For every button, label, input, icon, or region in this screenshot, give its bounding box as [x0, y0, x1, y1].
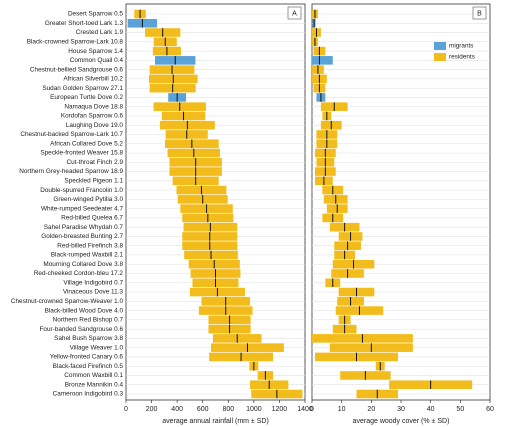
plot-area — [126, 9, 305, 399]
y-tick-label: Northern Grey-headed Sparrow 18.9 — [19, 168, 123, 175]
y-tick-label: Common Waxbill 0.1 — [64, 372, 123, 379]
legend-label: residents — [449, 54, 475, 61]
x-tick-label: 30 — [397, 406, 405, 413]
x-tick-label: 200 — [146, 406, 158, 413]
legend-label: migrants — [449, 43, 474, 50]
y-tick-label: Mourning Collared Dove 3.8 — [43, 261, 123, 268]
y-tick-label: African Silverbill 10.2 — [63, 76, 123, 83]
x-tick-label: 40 — [427, 406, 435, 413]
y-tick-label: Green-winged Pytilia 3.0 — [53, 196, 123, 203]
sd-bar — [312, 56, 333, 65]
plot-frame — [125, 3, 306, 401]
panel-label: B — [477, 10, 482, 17]
y-tick-label: Black-faced Firefinch 0.5 — [53, 363, 124, 370]
y-tick-label: Golden-breasted Bunting 2.7 — [41, 233, 123, 240]
y-tick-label: Black-crowned Sparrow-Lark 10.8 — [27, 38, 124, 45]
y-tick-label: Chestnut-bellied Sandgrouse 0.6 — [30, 66, 124, 73]
y-tick-label: Four-banded Sandgrouse 0.6 — [40, 326, 124, 333]
y-tick-label: Bronze Mannikin 0.4 — [65, 381, 124, 388]
y-tick-label: Greater Short-toed Lark 1.3 — [45, 20, 124, 27]
x-tick-label: 400 — [171, 406, 183, 413]
y-tick-label: House Sparrow 1.4 — [68, 48, 123, 55]
y-tick-label: Vinaceous Dove 11.3 — [63, 289, 124, 296]
y-tick-label: Sudan Golden Sparrow 27.1 — [42, 85, 123, 92]
y-tick-label: Desert Sparrow 0.5 — [68, 11, 123, 18]
y-tick-label: Double-spurred Francolin 1.0 — [40, 187, 123, 194]
x-tick-label: 0 — [124, 406, 128, 413]
y-tick-label: Laughing Dove 19.0 — [66, 122, 124, 129]
y-tick-label: Crested Lark 1.9 — [76, 29, 124, 36]
panel-label-box — [472, 6, 487, 20]
y-tick-label: Sahel Paradise Whydah 0.7 — [44, 224, 124, 231]
y-tick-label: Speckled Pigeon 1.1 — [64, 178, 123, 185]
x-tick-label: 20 — [367, 406, 375, 413]
x-tick-label: 60 — [486, 406, 494, 413]
x-axis-label: average woody cover (% ± SD) — [353, 418, 450, 425]
x-tick-label: 600 — [197, 406, 209, 413]
x-tick-label: 1200 — [272, 406, 288, 413]
x-tick-label: 10 — [338, 406, 346, 413]
y-tick-label: Cameroon Indigobird 0.3 — [53, 391, 124, 398]
y-tick-label: Village Weaver 1.0 — [70, 344, 124, 351]
y-tick-label: Cut-throat Finch 2.9 — [67, 159, 124, 166]
x-tick-label: 50 — [456, 406, 464, 413]
legend-swatch — [434, 53, 446, 61]
y-tick-label: Namaqua Dove 18.8 — [64, 103, 123, 110]
x-tick-label: 1400 — [297, 406, 313, 413]
y-tick-label: Red-billed Quelea 6.7 — [61, 215, 123, 222]
y-tick-label: Sahel Bush Sparrow 3.8 — [54, 335, 123, 342]
y-tick-label: Red-billed Firefinch 3.8 — [57, 242, 123, 249]
panel-label-box — [287, 6, 302, 20]
x-tick-label: 1000 — [246, 406, 262, 413]
y-tick-label: Village Indigobird 0.7 — [63, 279, 123, 286]
y-tick-label: Black-billed Wood Dove 4.0 — [45, 307, 124, 314]
y-tick-label: African Collared Dove 5.2 — [50, 140, 123, 147]
y-tick-label: European Turtle Dove 0.2 — [50, 94, 123, 101]
y-tick-label: Black-rumped Waxbill 2.1 — [51, 252, 124, 259]
y-tick-label: Common Quail 0.4 — [70, 57, 124, 64]
panel-label: A — [292, 10, 297, 17]
y-tick-label: Chestnut-backed Sparrow-Lark 10.7 — [20, 131, 123, 138]
x-axis-label: average annual rainfall (mm ± SD) — [162, 418, 269, 425]
y-tick-label: Chestnut-crowned Sparrow-Weaver 1.0 — [11, 298, 124, 305]
y-tick-label: Northern Red Bishop 0.7 — [53, 317, 124, 324]
legend-swatch — [434, 42, 446, 50]
y-tick-label: White-rumped Seedeater 4.7 — [41, 205, 124, 212]
y-tick-label: Speckle-fronted Weaver 15.8 — [40, 150, 123, 157]
x-tick-label: 0 — [310, 406, 314, 413]
x-tick-label: 800 — [222, 406, 234, 413]
y-tick-label: Red-cheeked Cordon-bleu 17.2 — [34, 270, 124, 277]
y-tick-label: Yellow-fronted Canary 0.6 — [50, 354, 124, 361]
y-tick-label: Kordofan Sparrow 0.6 — [61, 113, 124, 120]
plot-area — [312, 9, 490, 399]
